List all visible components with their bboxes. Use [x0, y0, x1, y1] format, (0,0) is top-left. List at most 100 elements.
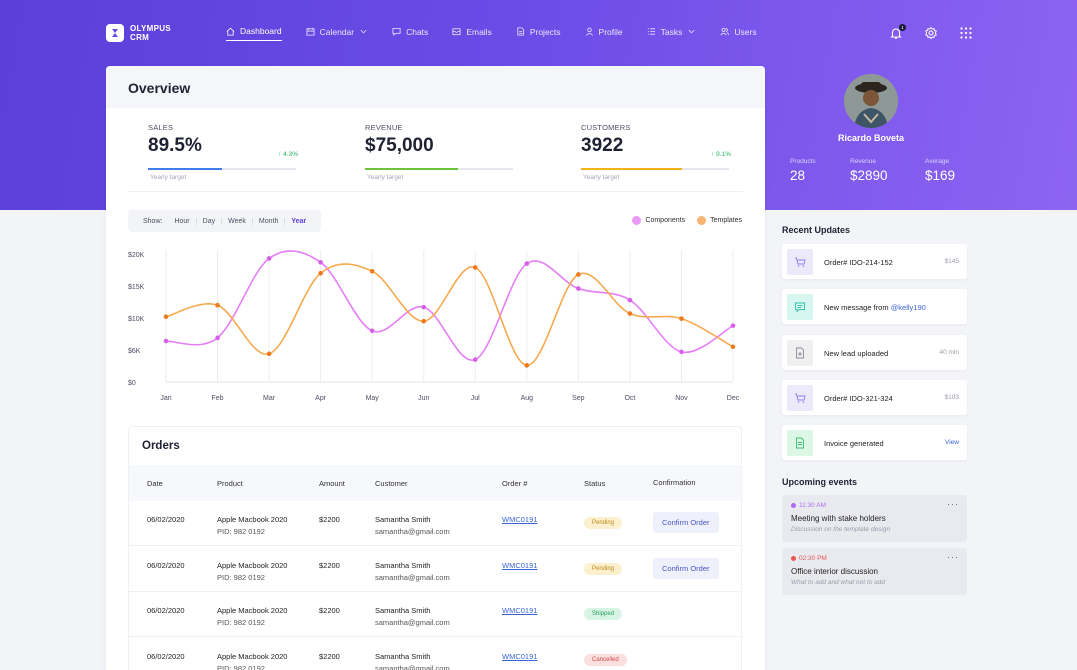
status-badge: Pending	[584, 517, 623, 529]
y-tick-label: $10K	[128, 316, 145, 323]
nav-item-profile[interactable]: Profile	[585, 26, 623, 41]
customer-email: samantha@gmail.com	[375, 527, 450, 536]
legend-item-templates[interactable]: Templates	[697, 216, 742, 225]
apps-button[interactable]	[959, 26, 973, 40]
calendar-icon	[306, 27, 315, 36]
product-name: Apple Macbook 2020	[217, 560, 288, 570]
nav-item-chats[interactable]: Chats	[392, 26, 428, 41]
event-description: What to add and what not to add	[791, 578, 885, 586]
nav-item-users[interactable]: Users	[720, 26, 757, 41]
product-pid: PID: 982 0192	[217, 618, 265, 627]
notifications-button[interactable]: 1	[889, 24, 906, 40]
gear-icon	[925, 26, 937, 40]
nav-item-calendar[interactable]: Calendar	[306, 26, 369, 41]
kpi-subtitle: Yearly target	[150, 174, 187, 181]
x-tick-label: Oct	[624, 395, 635, 402]
brand-logo[interactable]: OLYMPUS CRM	[106, 24, 174, 42]
customer-email: samantha@gmail.com	[375, 618, 450, 627]
cell-amount: $2200	[319, 606, 340, 615]
nav-item-tasks[interactable]: Tasks	[647, 26, 697, 41]
x-tick-label: Mar	[263, 395, 276, 402]
event-title: Office interior discussion	[791, 566, 878, 576]
order-link[interactable]: WMC0191	[502, 560, 538, 570]
kpi-row: SALES 89.5% ↑ 4.3% Yearly target REVENUE…	[128, 116, 743, 192]
event-item[interactable]: 11:30 AM Meeting with stake holders Disc…	[782, 495, 967, 542]
nav-item-projects[interactable]: Projects	[516, 26, 561, 41]
stat-value: $2890	[850, 168, 888, 183]
range-option-year[interactable]: Year	[284, 217, 312, 225]
update-text: Order# IDO-214-152	[824, 258, 893, 267]
chat-icon	[392, 27, 401, 36]
legend-item-components[interactable]: Components	[632, 216, 685, 225]
more-options-icon[interactable]: ···	[947, 499, 959, 509]
mail-icon	[452, 28, 461, 36]
kpi-progress-bar	[581, 168, 729, 170]
nav-item-emails[interactable]: Emails	[452, 26, 492, 41]
cell-amount: $2200	[319, 515, 340, 524]
product-name: Apple Macbook 2020	[217, 651, 288, 661]
range-option-day[interactable]: Day	[195, 217, 221, 225]
nav-label: Emails	[466, 26, 492, 37]
kpi-revenue: REVENUE $75,000 Yearly target	[365, 123, 515, 181]
data-point	[369, 328, 375, 334]
series-line-components	[165, 250, 734, 361]
avatar[interactable]	[844, 74, 898, 128]
cell-product: Apple Macbook 2020 PID: 982 0192	[217, 606, 287, 627]
data-point	[421, 304, 427, 310]
view-link[interactable]: View	[945, 439, 959, 447]
update-item[interactable]: Order# IDO-321-324 $103	[782, 379, 967, 415]
column-header-order: Order #	[502, 479, 528, 488]
kpi-label: CUSTOMERS	[581, 123, 631, 132]
user-icon	[585, 27, 593, 36]
range-option-hour[interactable]: Hour	[174, 217, 190, 225]
file-plus-icon	[787, 339, 813, 366]
upcoming-events-title: Upcoming events	[782, 477, 858, 487]
update-label: Invoice generated	[824, 439, 884, 449]
settings-button[interactable]	[924, 26, 938, 40]
product-pid: PID: 982 0192	[217, 527, 265, 536]
update-item[interactable]: Invoice generated View	[782, 425, 967, 461]
update-meta: $103	[944, 393, 959, 401]
kpi-value: $75,000	[365, 135, 434, 156]
data-point	[266, 256, 272, 261]
brand-name: OLYMPUS CRM	[130, 24, 174, 42]
more-options-icon[interactable]: ···	[947, 551, 959, 562]
confirm-order-button[interactable]: Confirm Order	[653, 557, 719, 579]
update-meta: 40 min	[939, 348, 959, 356]
cart-icon	[787, 384, 813, 411]
data-point	[472, 357, 478, 362]
brand-name-line2: CRM	[130, 33, 150, 42]
event-title: Meeting with stake holders	[791, 514, 886, 523]
data-point	[576, 286, 581, 291]
update-text: New lead uploaded	[824, 349, 888, 358]
order-link[interactable]: WMC0191	[502, 651, 538, 661]
order-link[interactable]: WMC0191	[502, 515, 538, 524]
data-point	[318, 270, 323, 276]
event-time: 02:30 PM	[791, 555, 958, 562]
customer-name: Samantha Smith	[375, 651, 431, 661]
nav-item-dashboard[interactable]: Dashboard	[226, 26, 282, 41]
kpi-progress-fill	[581, 168, 682, 170]
cell-amount: $2200	[319, 651, 340, 661]
x-tick-label: Jun	[418, 395, 429, 402]
update-item[interactable]: Order# IDO-214-152 $145	[782, 244, 967, 279]
y-tick-label: $6K	[128, 348, 141, 355]
kpi-subtitle: Yearly target	[583, 174, 620, 181]
update-item[interactable]: New lead uploaded 40 min	[782, 334, 967, 370]
nav-label: Tasks	[660, 26, 683, 37]
user-handle-link[interactable]: @kelly190	[890, 303, 926, 313]
top-actions: 1	[889, 24, 973, 40]
order-link[interactable]: WMC0191	[502, 606, 538, 615]
confirm-order-button[interactable]: Confirm Order	[653, 512, 719, 533]
range-option-week[interactable]: Week	[221, 217, 252, 225]
stat-label: Average	[925, 158, 950, 165]
document-icon	[517, 27, 524, 36]
event-time: 11:30 AM	[791, 502, 958, 509]
event-item[interactable]: 02:30 PM Office interior discussion What…	[782, 547, 967, 595]
product-name: Apple Macbook 2020	[217, 515, 288, 524]
column-header-confirmation: Confirmation	[653, 478, 696, 487]
column-header-product: Product	[217, 479, 243, 488]
update-item[interactable]: New message from @kelly190	[782, 289, 967, 325]
table-row: 06/02/2020 Apple Macbook 2020 PID: 982 01…	[129, 638, 741, 670]
range-option-month[interactable]: Month	[251, 217, 284, 225]
